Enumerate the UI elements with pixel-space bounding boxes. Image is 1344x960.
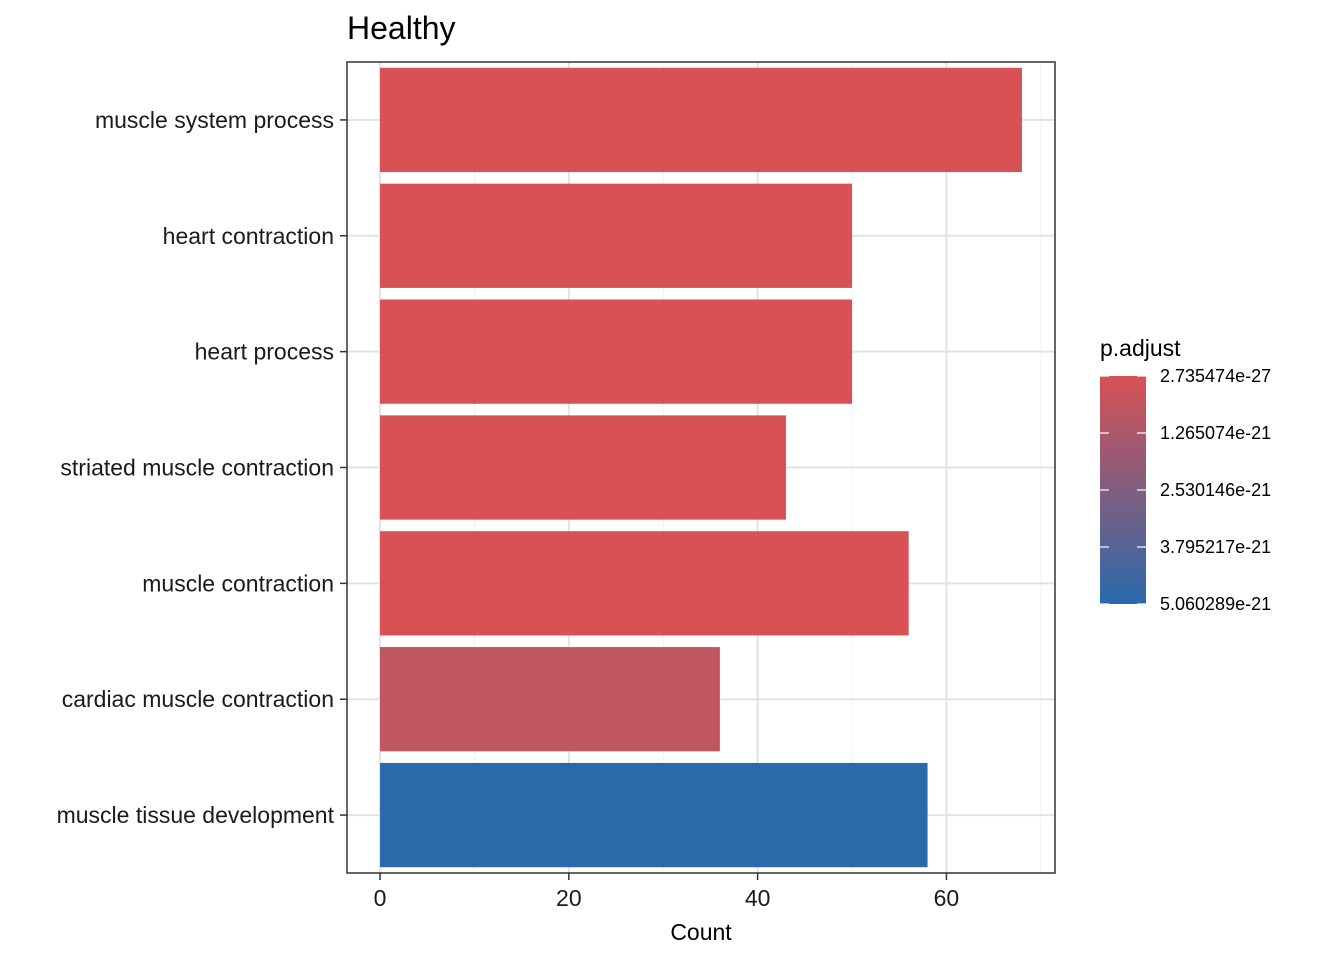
- bar: [380, 531, 909, 636]
- y-category-label: cardiac muscle contraction: [62, 686, 334, 712]
- bars: [380, 67, 1022, 868]
- legend: p.adjust 2.735474e-27 1.265074e-21 2.53014…: [1100, 335, 1271, 614]
- legend-label: 5.060289e-21: [1160, 594, 1271, 614]
- bar: [380, 762, 928, 868]
- legend-ticks: 2.735474e-27 1.265074e-21 2.530146e-21 3.79…: [1100, 366, 1271, 614]
- x-tick-label: 20: [556, 885, 582, 911]
- x-axis-ticks: 0 20 40 60: [374, 873, 960, 911]
- x-tick-label: 40: [745, 885, 771, 911]
- bar: [380, 415, 786, 520]
- chart-title: Healthy: [347, 10, 456, 46]
- x-tick-label: 0: [374, 885, 387, 911]
- bar: [380, 183, 853, 288]
- bar: [380, 67, 1022, 173]
- legend-label: 1.265074e-21: [1160, 423, 1271, 443]
- y-category-label: striated muscle contraction: [60, 455, 334, 481]
- y-axis-categories: muscle system process heart contraction he…: [57, 107, 347, 828]
- legend-label: 2.735474e-27: [1160, 366, 1271, 386]
- y-category-label: muscle contraction: [142, 570, 334, 596]
- bar: [380, 647, 720, 752]
- bar: [380, 299, 853, 404]
- y-category-label: heart contraction: [163, 223, 334, 249]
- legend-label: 3.795217e-21: [1160, 537, 1271, 557]
- x-axis-title: Count: [670, 919, 732, 945]
- legend-label: 2.530146e-21: [1160, 480, 1271, 500]
- x-tick-label: 60: [934, 885, 960, 911]
- y-category-label: heart process: [195, 339, 334, 365]
- y-category-label: muscle tissue development: [57, 802, 335, 828]
- legend-title: p.adjust: [1100, 335, 1181, 361]
- y-category-label: muscle system process: [95, 107, 334, 133]
